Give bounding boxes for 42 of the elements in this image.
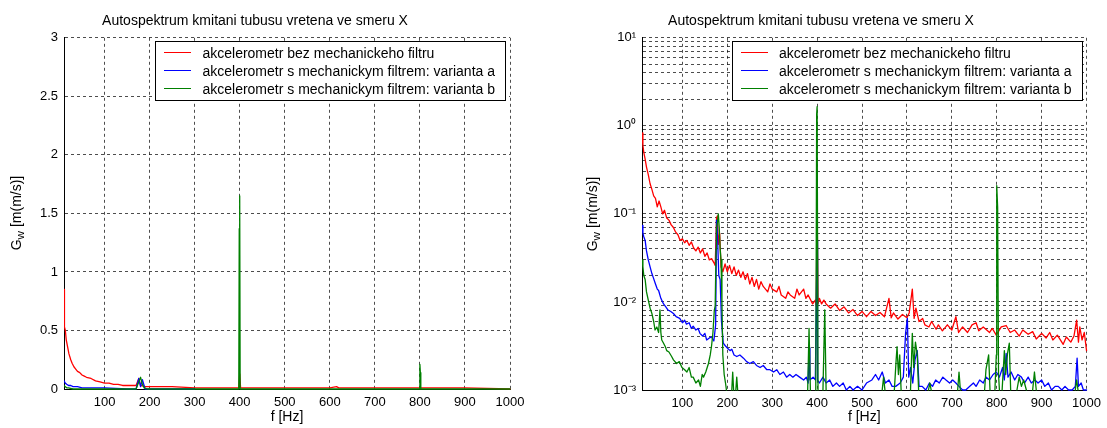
chart-title: Autospektrum kmitani tubusu vretena ve smeru X xyxy=(668,12,975,29)
x-tick-label: 800 xyxy=(409,394,431,410)
x-tick-label: 1000 xyxy=(495,394,525,410)
y-tick-label: 1.5 xyxy=(39,204,58,220)
y-tick-label: 10⁻¹ xyxy=(613,205,637,221)
x-tick-label: 600 xyxy=(896,395,918,411)
y-tick-label: 2.5 xyxy=(39,87,58,103)
x-tick-label: 400 xyxy=(806,395,828,411)
x-tick-label: 200 xyxy=(716,395,739,411)
y-tick-label: 1 xyxy=(50,263,58,279)
y-tick-label: 10¹ xyxy=(617,29,637,45)
x-tick-label: 300 xyxy=(183,394,206,410)
y-tick-label: 10⁻² xyxy=(613,293,637,309)
y-tick-label: 0 xyxy=(50,380,58,396)
legend-label: akcelerometr s mechanickym filtrem: varianta a xyxy=(202,61,495,80)
x-tick-label: 100 xyxy=(93,394,116,410)
y-tick-label: 0.5 xyxy=(39,322,58,338)
x-tick-label: 900 xyxy=(454,394,476,410)
x-tick-label: 500 xyxy=(273,394,296,410)
x-tick-label: 700 xyxy=(940,395,963,411)
x-tick-label: 100 xyxy=(671,395,694,411)
x-tick-label: 800 xyxy=(985,395,1008,411)
x-tick-label: 1000 xyxy=(1072,395,1101,411)
x-tick-label: 900 xyxy=(1030,395,1053,411)
legend-label: akcelerometr bez mechanickeho filtru xyxy=(779,43,1011,62)
y-tick-label: 10⁰ xyxy=(616,117,636,133)
x-tick-label: 500 xyxy=(851,395,873,411)
x-tick-label: 400 xyxy=(228,394,251,410)
chart-title: Autospektrum kmitani tubusu vretena ve smeru X xyxy=(102,12,409,29)
y-tick-label: 3 xyxy=(50,29,58,45)
legend-label: akcelerometr s mechanickym filtrem: varianta b xyxy=(779,79,1072,98)
x-axis-title: f [Hz] xyxy=(270,408,304,425)
legend-label: akcelerometr s mechanickym filtrem: varianta a xyxy=(779,61,1072,80)
y-tick-label: 2 xyxy=(50,146,58,162)
x-tick-label: 600 xyxy=(318,394,341,410)
x-tick-label: 200 xyxy=(138,394,161,410)
x-axis-title: f [Hz] xyxy=(847,408,881,425)
x-tick-label: 300 xyxy=(761,395,784,411)
y-tick-label: 10⁻³ xyxy=(613,381,637,397)
legend-label: akcelerometr s mechanickym filtrem: varianta b xyxy=(202,79,495,98)
legend-label: akcelerometr bez mechanickeho filtru xyxy=(202,43,435,62)
x-tick-label: 700 xyxy=(364,394,386,410)
